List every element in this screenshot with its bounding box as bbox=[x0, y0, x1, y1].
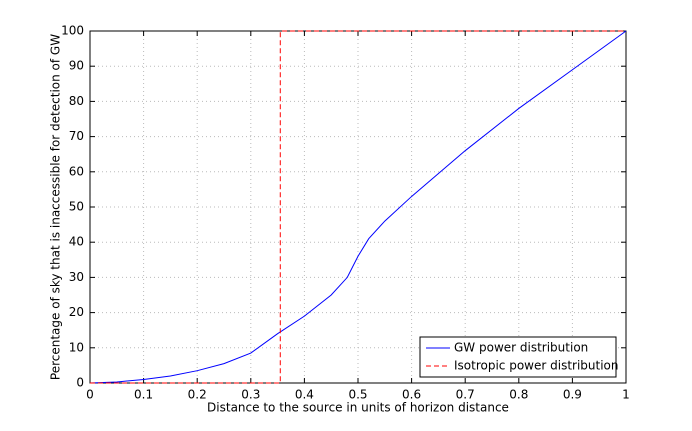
x-tick-label: 0.4 bbox=[295, 388, 314, 402]
x-tick-label: 0.9 bbox=[563, 388, 582, 402]
x-tick-label: 0.8 bbox=[509, 388, 528, 402]
x-tick-label: 0 bbox=[86, 388, 94, 402]
y-tick-label: 10 bbox=[69, 340, 84, 354]
series-line bbox=[89, 30, 627, 384]
y-tick-label: 90 bbox=[69, 59, 84, 73]
x-tick-label: 0.1 bbox=[134, 388, 153, 402]
y-tick-label: 80 bbox=[69, 94, 84, 108]
y-tick-label: 40 bbox=[69, 235, 84, 249]
legend-label: GW power distribution bbox=[454, 341, 588, 355]
y-axis-label: Percentage of sky that is inaccessible f… bbox=[49, 34, 63, 380]
series-line bbox=[90, 30, 626, 384]
x-tick-label: 0.5 bbox=[348, 388, 367, 402]
legend-box bbox=[419, 336, 617, 378]
y-tick-label: 0 bbox=[76, 376, 84, 390]
x-tick-label: 1 bbox=[622, 388, 630, 402]
y-tick-label: 100 bbox=[61, 24, 84, 38]
x-tick-label: 0.6 bbox=[402, 388, 421, 402]
x-tick-label: 0.3 bbox=[241, 388, 260, 402]
y-tick-label: 70 bbox=[69, 129, 84, 143]
legend-label: Isotropic power distribution bbox=[454, 359, 619, 373]
x-tick-label: 0.7 bbox=[456, 388, 475, 402]
y-tick-label: 20 bbox=[69, 305, 84, 319]
y-tick-label: 30 bbox=[69, 270, 84, 284]
x-tick-label: 0.2 bbox=[188, 388, 207, 402]
y-tick-label: 50 bbox=[69, 200, 84, 214]
y-tick-label: 60 bbox=[69, 164, 84, 178]
x-axis-label: Distance to the source in units of horiz… bbox=[207, 401, 509, 415]
